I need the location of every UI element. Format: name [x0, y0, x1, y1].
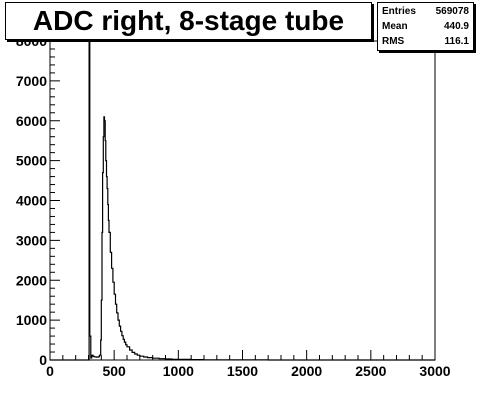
stats-row-rms: RMS 116.1: [382, 35, 469, 49]
y-tick-label: 2000: [16, 272, 47, 288]
stats-mean-label: Mean: [382, 21, 408, 32]
x-tick-label: 1500: [227, 363, 258, 379]
x-tick-label: 0: [46, 363, 54, 379]
stats-row-mean: Mean 440.9: [382, 20, 469, 34]
stats-row-entries: Entries 569078: [382, 5, 469, 19]
y-tick-label: 0: [39, 352, 47, 368]
stats-rms-label: RMS: [382, 36, 405, 47]
y-tick-label: 1000: [16, 312, 47, 328]
y-tick-label: 7000: [16, 73, 47, 89]
y-tick-label: 3000: [16, 232, 47, 248]
histogram-series-line: [50, 40, 435, 361]
x-tick-label: 2500: [355, 363, 386, 379]
stats-entries-label: Entries: [382, 6, 416, 17]
stats-entries-value: 569078: [435, 6, 469, 17]
y-tick-label: 6000: [16, 113, 47, 129]
chart-title: ADC right, 8-stage tube: [32, 5, 345, 36]
stats-rms-value: 116.1: [444, 36, 469, 47]
y-tick-label: 5000: [16, 153, 47, 169]
x-tick-label: 3000: [419, 363, 450, 379]
y-tick-label: 4000: [16, 193, 47, 209]
title-box: ADC right, 8-stage tube: [5, 2, 372, 40]
stats-box: Entries 569078 Mean 440.9 RMS 116.1: [377, 2, 474, 51]
x-tick-label: 1000: [163, 363, 194, 379]
stats-mean-value: 440.9: [443, 21, 469, 32]
x-tick-label: 500: [102, 363, 126, 379]
x-tick-label: 2000: [291, 363, 322, 379]
